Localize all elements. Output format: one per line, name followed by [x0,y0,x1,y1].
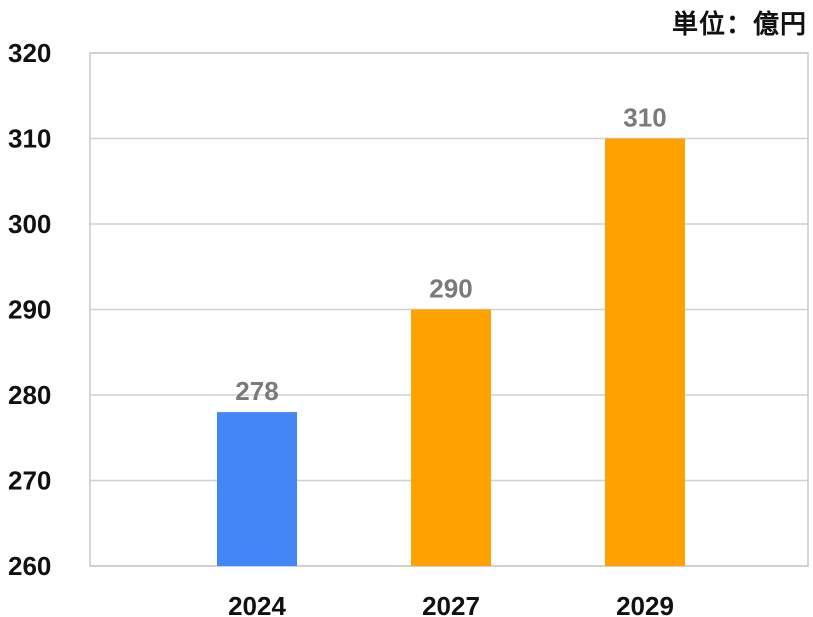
x-category-label: 2024 [228,591,286,617]
y-tick-label: 300 [8,209,51,239]
data-labels: 278 290 310 [235,103,666,407]
bar-2029 [605,138,685,566]
y-axis-ticks: 260 270 280 290 300 310 320 [8,38,51,581]
y-tick-label: 310 [8,124,51,154]
data-label: 310 [623,103,666,133]
bar-2027 [411,309,491,566]
x-category-label: 2029 [616,591,674,617]
x-axis-categories: 2024 2027 2029 [228,591,674,617]
y-tick-label: 260 [8,551,51,581]
bars [217,138,685,566]
y-tick-label: 280 [8,380,51,410]
data-label: 290 [429,274,472,304]
unit-label: 単位：億円 [671,10,807,40]
y-tick-label: 270 [8,466,51,496]
data-label: 278 [235,376,278,406]
bar-2024 [217,412,297,566]
y-tick-label: 320 [8,38,51,68]
x-category-label: 2027 [422,591,480,617]
y-tick-label: 290 [8,295,51,325]
